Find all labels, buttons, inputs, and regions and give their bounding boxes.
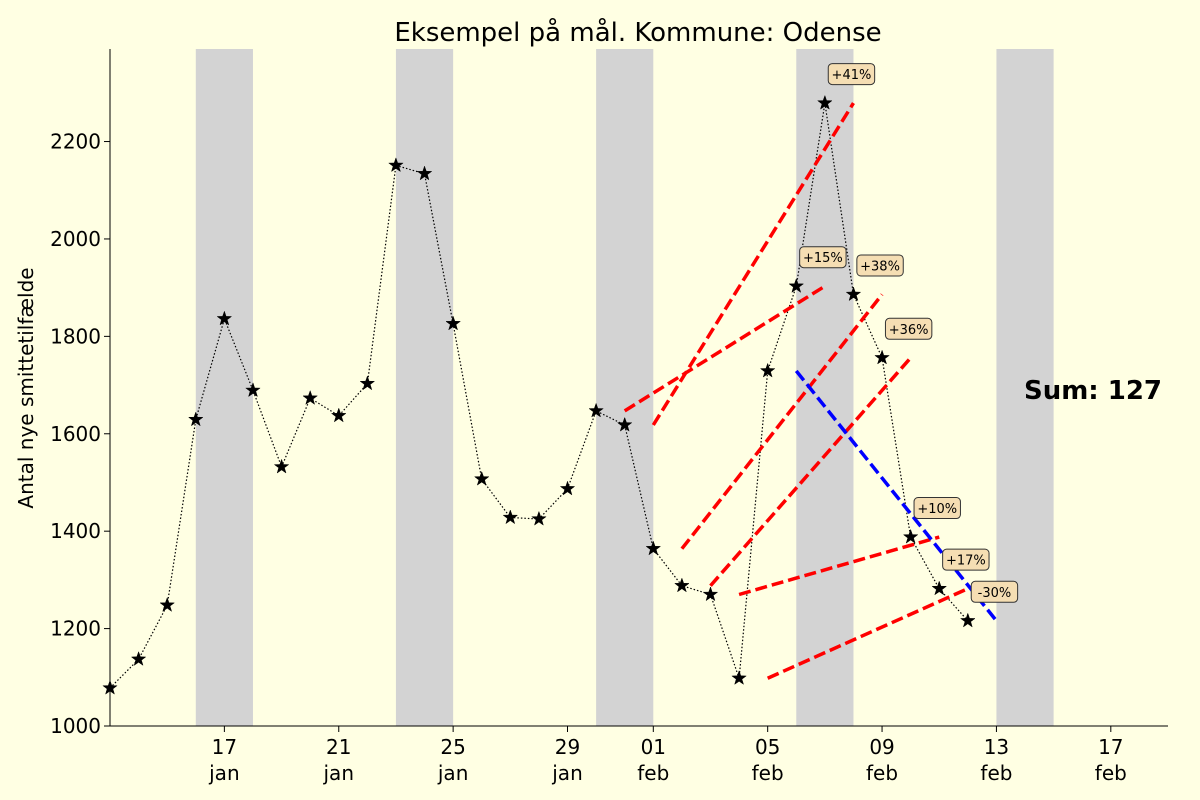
data-point-marker <box>273 458 290 474</box>
comparison-label: +36% <box>884 317 933 340</box>
comparison-label-box <box>913 497 961 520</box>
data-point-marker <box>359 375 376 391</box>
data-point-marker <box>759 362 776 378</box>
data-point-marker <box>302 389 319 405</box>
x-tick-day: 21 <box>326 735 351 759</box>
comparison-lines <box>623 102 998 680</box>
x-tick-month: feb <box>752 761 784 785</box>
data-point-marker <box>187 411 204 427</box>
weekend-bands <box>195 49 1054 726</box>
y-tick-label: 1200 <box>50 617 101 641</box>
y-tick-label: 1000 <box>50 714 101 738</box>
data-point-marker <box>388 157 404 173</box>
comparison-line <box>651 102 855 426</box>
comparison-label-text: +38% <box>860 259 900 274</box>
data-point-marker <box>330 407 347 423</box>
sum-annotation: Sum: 127 <box>1024 376 1162 406</box>
x-tick-month: jan <box>323 761 355 785</box>
comparison-label-box <box>799 246 847 269</box>
comparison-label-box <box>942 548 990 571</box>
data-point-marker <box>216 310 233 326</box>
x-tick-month: feb <box>1095 761 1127 785</box>
chart-title: Eksempel på mål. Kommune: Odense <box>394 17 881 48</box>
x-tick-month: feb <box>980 761 1012 785</box>
comparison-label: +17% <box>942 548 990 571</box>
comparison-label: +38% <box>856 254 904 277</box>
data-point-marker <box>645 540 662 556</box>
x-ticks: 17jan21jan25jan29jan01feb05feb09feb13feb… <box>208 726 1127 785</box>
x-tick-day: 13 <box>984 735 1009 759</box>
data-point-marker <box>959 612 976 628</box>
comparison-label-text: +36% <box>889 323 929 338</box>
comparison-line <box>766 587 969 680</box>
comparison-label-text: +10% <box>917 502 957 517</box>
data-point-marker <box>931 580 948 596</box>
y-ticks: 1000 1200 1400 1600 1800 2000 2200 <box>50 130 110 738</box>
comparison-label-box <box>827 63 876 86</box>
x-tick-day: 01 <box>641 735 666 759</box>
comparison-label-box <box>856 254 904 277</box>
data-point-marker <box>902 528 919 544</box>
x-tick-day: 29 <box>555 735 580 759</box>
x-tick-month: jan <box>551 761 583 785</box>
x-tick-day: 05 <box>755 735 780 759</box>
data-point-marker <box>159 596 176 612</box>
data-point-marker <box>616 416 633 432</box>
y-tick-label: 1800 <box>50 324 101 348</box>
x-tick-day: 17 <box>1098 735 1123 759</box>
comparison-label-text: -30% <box>978 586 1012 601</box>
comparison-label-box <box>970 580 1019 603</box>
comparison-line <box>794 369 998 622</box>
comparison-label: -30% <box>970 580 1019 603</box>
y-tick-label: 1600 <box>50 422 101 446</box>
data-point-marker <box>473 470 490 486</box>
x-tick-month: feb <box>866 761 898 785</box>
data-point-marker <box>416 165 433 181</box>
x-tick-month: jan <box>208 761 240 785</box>
x-tick-month: feb <box>637 761 669 785</box>
weekend-band <box>996 49 1054 726</box>
data-point-marker <box>702 586 719 602</box>
axes <box>109 49 1168 727</box>
data-point-marker <box>502 509 519 525</box>
data-point-marker <box>788 277 805 293</box>
data-point-marker <box>559 480 576 496</box>
weekend-band <box>395 49 454 726</box>
comparison-label: +15% <box>799 246 847 269</box>
weekend-band <box>596 49 654 726</box>
y-axis-label: Antal nye smittetilfælde <box>14 267 38 508</box>
y-tick-label: 1400 <box>50 519 101 543</box>
data-point-marker <box>845 286 862 302</box>
data-point-marker <box>130 651 147 666</box>
comparison-label-text: +15% <box>803 251 843 266</box>
data-point-marker <box>531 510 547 526</box>
comparison-label-box <box>884 317 933 340</box>
comparison-label-text: +17% <box>946 554 986 569</box>
x-tick-month: jan <box>437 761 469 785</box>
x-tick-day: 25 <box>440 735 465 759</box>
x-tick-day: 09 <box>869 735 894 759</box>
y-tick-label: 2200 <box>50 130 101 154</box>
y-tick-label: 2000 <box>50 227 101 251</box>
series-markers <box>102 94 976 695</box>
comparison-line <box>623 284 826 413</box>
data-point-marker <box>445 315 462 331</box>
comparison-line <box>680 293 884 550</box>
weekend-band <box>796 49 854 726</box>
x-tick-day: 17 <box>212 735 237 759</box>
data-point-marker <box>731 670 747 685</box>
data-point-marker <box>245 382 261 398</box>
comparison-labels: +15% +41% +38% +36% +10% +17% -30% <box>799 63 1019 603</box>
data-point-marker <box>816 94 833 110</box>
comparison-line <box>738 535 940 597</box>
comparison-label-text: +41% <box>832 68 872 83</box>
data-point-marker <box>588 402 604 418</box>
data-point-marker <box>874 349 890 365</box>
comparison-label: +41% <box>827 63 876 86</box>
data-point-marker <box>674 577 690 593</box>
comparison-label: +10% <box>913 497 961 520</box>
